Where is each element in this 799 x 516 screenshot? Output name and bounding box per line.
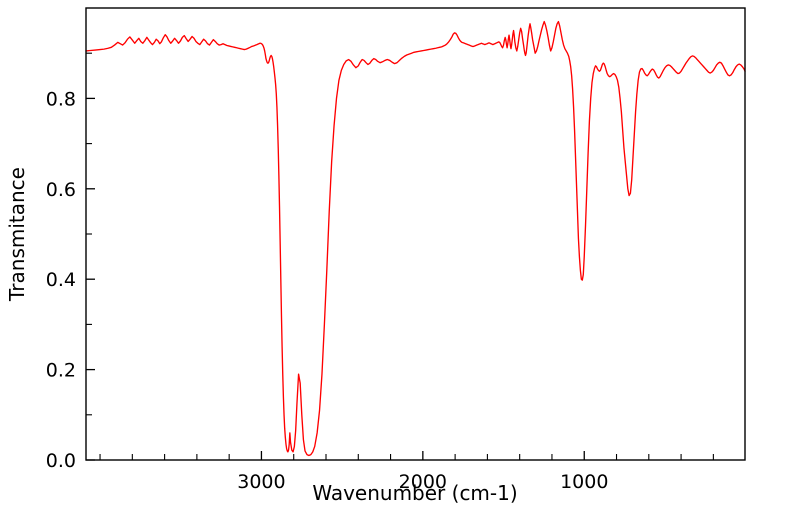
spectrum-line (85, 20, 746, 457)
axis-ticks (86, 52, 714, 461)
y-tick-label: 0.6 (46, 179, 76, 201)
x-axis-title: Wavenumber (cm-1) (312, 481, 517, 505)
x-tick-label: 1000 (560, 471, 608, 493)
plot-frame (85, 7, 746, 461)
axis-tick-labels: 3000 2000 1000 0.0 0.2 0.4 0.6 0.8 (46, 88, 609, 493)
y-axis-title: Transmitance (5, 167, 29, 302)
y-tick-label: 0.0 (46, 450, 76, 472)
x-tick-label: 2000 (399, 471, 447, 493)
y-tick-label: 0.2 (46, 360, 76, 382)
x-tick-label: 3000 (237, 471, 285, 493)
y-tick-label: 0.8 (46, 88, 76, 110)
y-tick-label: 0.4 (46, 269, 76, 291)
